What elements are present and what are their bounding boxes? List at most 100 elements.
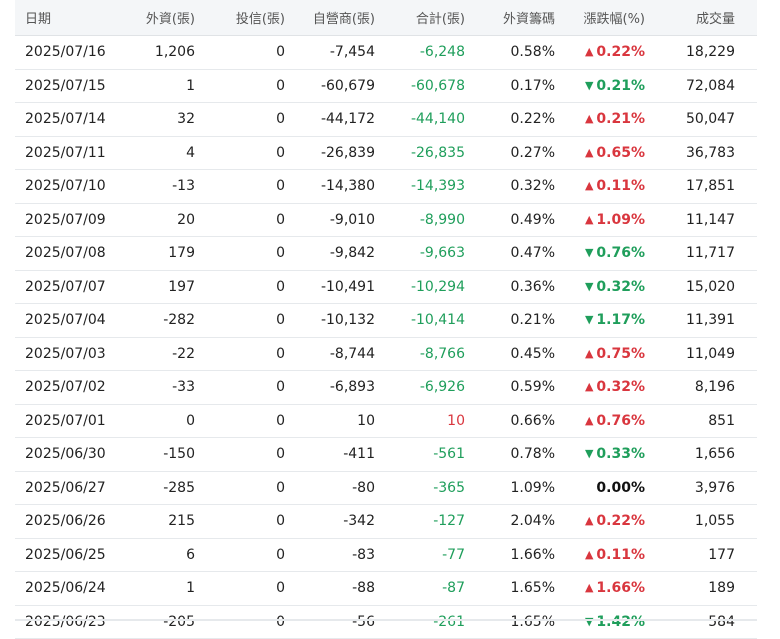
row-volume: 584 [645, 614, 735, 630]
row-dealer: -9,010 [285, 212, 375, 228]
row-foreign: -205 [125, 614, 195, 630]
triangle-up-icon: ▲ [585, 514, 593, 527]
row-foreign-ratio: 0.66% [465, 413, 555, 429]
row-trust: 0 [195, 212, 285, 228]
triangle-up-icon: ▲ [585, 414, 593, 427]
row-dealer: -7,454 [285, 44, 375, 60]
row-total: -8,990 [375, 212, 465, 228]
row-trust: 0 [195, 614, 285, 630]
row-dealer: -26,839 [285, 145, 375, 161]
triangle-up-icon: ▲ [585, 179, 593, 192]
row-foreign: 4 [125, 145, 195, 161]
row-trust: 0 [195, 145, 285, 161]
triangle-up-icon: ▲ [585, 213, 593, 226]
row-foreign-ratio: 0.59% [465, 379, 555, 395]
row-foreign-ratio: 0.17% [465, 78, 555, 94]
row-date: 2025/07/09 [15, 212, 125, 228]
header-foreign-ratio[interactable]: 外資籌碼 [465, 8, 555, 27]
row-change-value: 0.11% [596, 178, 645, 194]
row-change: ▼1.42% [555, 614, 645, 630]
row-foreign: 1 [125, 580, 195, 596]
triangle-up-icon: ▲ [585, 548, 593, 561]
row-trust: 0 [195, 245, 285, 261]
row-foreign-ratio: 1.65% [465, 614, 555, 630]
row-foreign: 1,206 [125, 44, 195, 60]
row-change: ▲0.65% [555, 145, 645, 161]
row-foreign: 20 [125, 212, 195, 228]
row-total: -26,835 [375, 145, 465, 161]
row-volume: 3,976 [645, 480, 735, 496]
row-trust: 0 [195, 547, 285, 563]
row-foreign-ratio: 0.27% [465, 145, 555, 161]
triangle-down-icon: ▼ [585, 447, 593, 460]
triangle-up-icon: ▲ [585, 112, 593, 125]
row-volume: 851 [645, 413, 735, 429]
row-volume: 177 [645, 547, 735, 563]
row-foreign-ratio: 2.04% [465, 513, 555, 529]
row-trust: 0 [195, 346, 285, 362]
row-change: ▼0.76% [555, 245, 645, 261]
row-volume: 11,391 [645, 312, 735, 328]
row-foreign: 197 [125, 279, 195, 295]
triangle-down-icon: ▼ [585, 246, 593, 259]
row-foreign-ratio: 1.66% [465, 547, 555, 563]
row-foreign: 6 [125, 547, 195, 563]
row-trust: 0 [195, 379, 285, 395]
row-change-value: 0.75% [596, 346, 645, 362]
row-dealer: -80 [285, 480, 375, 496]
row-trust: 0 [195, 413, 285, 429]
row-dealer: -44,172 [285, 111, 375, 127]
header-foreign[interactable]: 外資(張) [125, 8, 195, 27]
triangle-down-icon: ▼ [585, 79, 593, 92]
header-change[interactable]: 漲跌幅(%) [555, 8, 645, 27]
header-dealer[interactable]: 自營商(張) [285, 8, 375, 27]
row-dealer: -411 [285, 446, 375, 462]
row-change-value: 0.65% [596, 145, 645, 161]
row-change-value: 0.33% [596, 446, 645, 462]
row-foreign: -33 [125, 379, 195, 395]
row-foreign: -150 [125, 446, 195, 462]
institutional-trading-table: 日期 外資(張) 投信(張) 自營商(張) 合計(張) 外資籌碼 漲跌幅(%) … [15, 0, 757, 639]
row-change: ▲0.76% [555, 413, 645, 429]
row-change-value: 0.21% [596, 78, 645, 94]
header-total[interactable]: 合計(張) [375, 8, 465, 27]
row-date: 2025/07/03 [15, 346, 125, 362]
header-volume[interactable]: 成交量 [645, 8, 735, 27]
header-date[interactable]: 日期 [15, 8, 125, 27]
row-change-value: 1.17% [596, 312, 645, 328]
row-change-value: 1.66% [596, 580, 645, 596]
row-change-value: 0.76% [596, 413, 645, 429]
triangle-up-icon: ▲ [585, 146, 593, 159]
triangle-down-icon: ▼ [585, 615, 593, 628]
row-dealer: -8,744 [285, 346, 375, 362]
row-change-value: 0.32% [596, 279, 645, 295]
row-foreign-ratio: 0.32% [465, 178, 555, 194]
row-foreign: -285 [125, 480, 195, 496]
row-trust: 0 [195, 279, 285, 295]
row-date: 2025/06/23 [15, 614, 125, 630]
header-trust[interactable]: 投信(張) [195, 8, 285, 27]
row-change-value: 0.00% [596, 480, 645, 496]
row-dealer: -6,893 [285, 379, 375, 395]
row-volume: 72,084 [645, 78, 735, 94]
row-change-value: 1.42% [596, 614, 645, 630]
row-trust: 0 [195, 513, 285, 529]
row-foreign-ratio: 1.65% [465, 580, 555, 596]
row-foreign-ratio: 0.36% [465, 279, 555, 295]
row-trust: 0 [195, 480, 285, 496]
row-foreign: 32 [125, 111, 195, 127]
row-dealer: 10 [285, 413, 375, 429]
table-header: 日期 外資(張) 投信(張) 自營商(張) 合計(張) 外資籌碼 漲跌幅(%) … [15, 0, 757, 36]
row-total: 10 [375, 413, 465, 429]
triangle-down-icon: ▼ [585, 280, 593, 293]
triangle-up-icon: ▲ [585, 380, 593, 393]
row-change: ▲0.11% [555, 178, 645, 194]
